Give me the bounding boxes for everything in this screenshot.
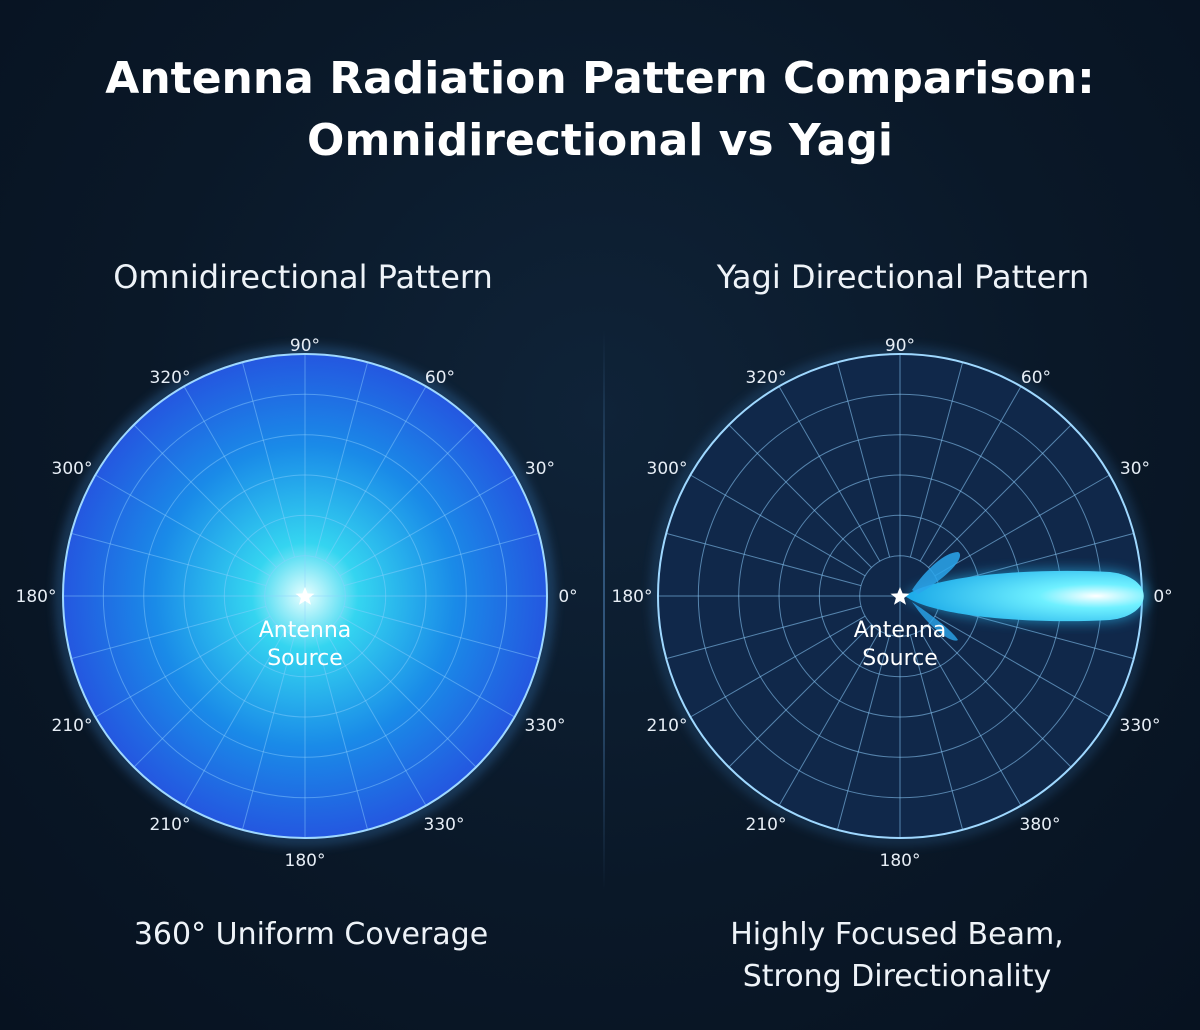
yagi-angle-lower-left: 210° — [746, 815, 787, 835]
omni-angle-lower-right: 330° — [424, 815, 465, 835]
grid-spoke — [928, 424, 1072, 568]
grid-ring — [143, 434, 467, 758]
omni-angle-lower-mid-right: 330° — [525, 716, 566, 736]
omni-grid — [63, 354, 547, 838]
omni-heading: Omnidirectional Pattern — [113, 258, 493, 296]
yagi-side-lobe-lower — [912, 602, 958, 641]
title-line-2: Omnidirectional vs Yagi — [307, 115, 893, 166]
omni-angle-lower-mid-left: 210° — [52, 716, 93, 736]
grid-spoke — [241, 362, 296, 558]
omni-outer-glow — [58, 349, 552, 843]
grid-spoke — [314, 362, 369, 558]
yagi-angle-bottom: 180° — [880, 851, 921, 871]
grid-spoke — [324, 386, 427, 562]
grid-spoke — [343, 532, 539, 587]
omni-angle-right: 0° — [558, 587, 577, 607]
yagi-caption-line1: Highly Focused Beam, — [730, 917, 1064, 952]
omni-angle-upper-left: 320° — [150, 368, 191, 388]
yagi-angle-upper-right: 60° — [1021, 368, 1051, 388]
yagi-source-label-line1: Antenna — [854, 618, 947, 643]
grid-spoke — [836, 634, 891, 830]
grid-spoke — [690, 474, 866, 577]
grid-spoke — [919, 386, 1022, 562]
grid-spoke — [909, 634, 964, 830]
yagi-caption: Highly Focused Beam, Strong Directionali… — [597, 914, 1197, 998]
yagi-angle-lower-mid-right: 330° — [1120, 716, 1161, 736]
grid-spoke — [95, 474, 271, 577]
grid-spoke — [183, 386, 286, 562]
omni-source-label-line2: Source — [267, 646, 343, 671]
grid-spoke — [728, 624, 872, 768]
grid-spoke — [666, 605, 862, 660]
grid-spoke — [71, 532, 267, 587]
grid-spoke — [339, 615, 515, 718]
grid-spoke — [324, 630, 427, 806]
panel-divider — [603, 330, 605, 890]
omni-angle-mid-right: 30° — [525, 459, 555, 479]
grid-spoke — [934, 615, 1110, 718]
grid-spoke — [778, 630, 881, 806]
omni-antenna-star-icon — [295, 587, 315, 605]
yagi-caption-line2: Strong Directionality — [742, 959, 1052, 994]
yagi-source-label-line2: Source — [862, 646, 938, 671]
grid-spoke — [934, 474, 1110, 577]
grid-spoke — [909, 362, 964, 558]
omni-angle-bottom: 180° — [285, 851, 326, 871]
yagi-angle-lower-mid-left: 210° — [647, 716, 688, 736]
omni-caption: 360° Uniform Coverage — [133, 917, 489, 952]
omni-outer-ring — [62, 353, 548, 839]
grid-ring — [102, 393, 508, 799]
grid-spoke — [133, 424, 277, 568]
title-line-1: Antenna Radiation Pattern Comparison: — [105, 53, 1095, 104]
grid-spoke — [919, 630, 1022, 806]
yagi-angle-mid-left: 300° — [647, 459, 688, 479]
grid-spoke — [241, 634, 296, 830]
grid-spoke — [183, 630, 286, 806]
omni-angle-top: 90° — [290, 336, 320, 356]
omni-angle-mid-left: 300° — [52, 459, 93, 479]
grid-ring — [183, 474, 427, 718]
grid-spoke — [778, 386, 881, 562]
grid-spoke — [133, 624, 277, 768]
grid-spoke — [666, 532, 862, 587]
yagi-angle-mid-right: 30° — [1120, 459, 1150, 479]
grid-spoke — [333, 624, 477, 768]
yagi-heading: Yagi Directional Pattern — [716, 258, 1090, 296]
yagi-antenna-star-icon — [890, 587, 910, 605]
omni-angle-left: 180° — [16, 587, 57, 607]
grid-spoke — [690, 615, 866, 718]
yagi-side-lobe-upper — [912, 552, 961, 594]
grid-spoke — [836, 362, 891, 558]
yagi-main-lobe — [905, 570, 1144, 622]
grid-spoke — [343, 605, 539, 660]
page-title: Antenna Radiation Pattern Comparison: Om… — [0, 48, 1200, 172]
grid-spoke — [339, 474, 515, 577]
yagi-angle-right: 0° — [1153, 587, 1172, 607]
omni-angle-upper-right: 60° — [425, 368, 455, 388]
grid-ring — [223, 514, 387, 678]
grid-spoke — [928, 624, 1072, 768]
grid-spoke — [314, 634, 369, 830]
grid-spoke — [333, 424, 477, 568]
grid-spoke — [71, 605, 267, 660]
omni-angle-lower-left: 210° — [150, 815, 191, 835]
yagi-angle-top: 90° — [885, 336, 915, 356]
yagi-angle-upper-left: 320° — [746, 368, 787, 388]
grid-spoke — [728, 424, 872, 568]
omni-source-label-line1: Antenna — [259, 618, 352, 643]
yagi-angle-lower-right: 380° — [1020, 815, 1061, 835]
grid-spoke — [95, 615, 271, 718]
grid-ring — [264, 555, 346, 637]
yagi-angle-left: 180° — [612, 587, 653, 607]
